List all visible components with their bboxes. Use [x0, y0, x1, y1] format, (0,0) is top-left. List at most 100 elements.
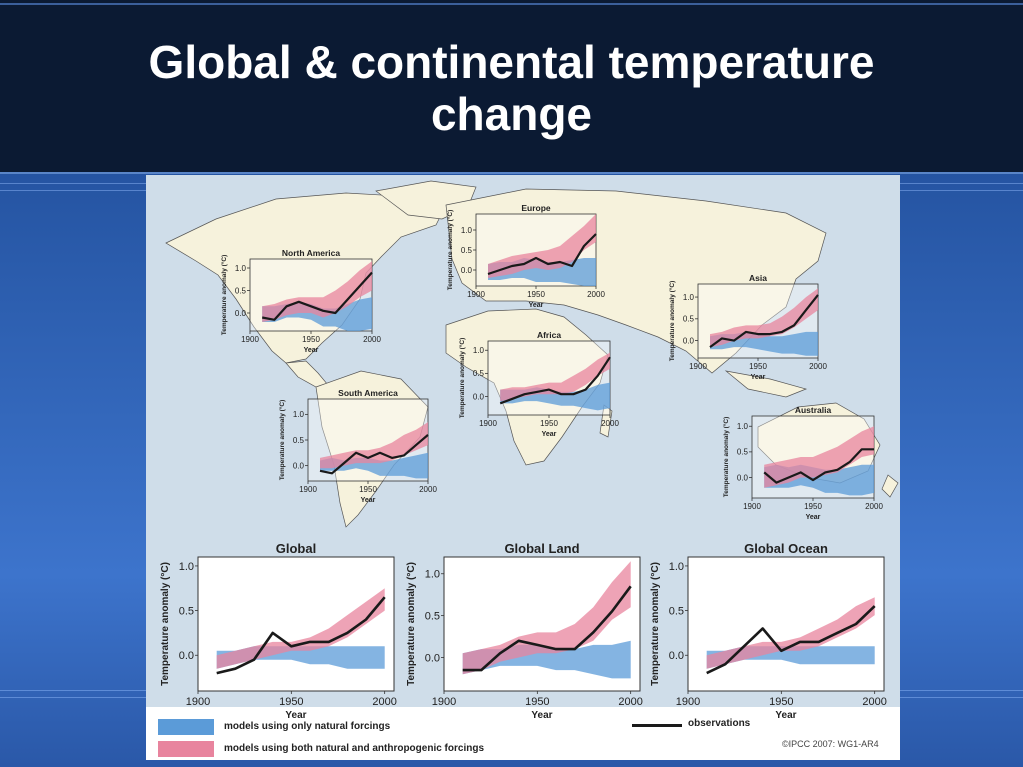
central-america-landmass	[285, 360, 329, 388]
eurasia-landmass	[445, 188, 827, 374]
africa-yaxis-label: Temperature anomaly (°C)	[458, 338, 466, 419]
europe-ytick-label: 0.5	[461, 246, 473, 255]
global-land-observations-line	[462, 585, 632, 672]
europe-xtick-label: 2000	[587, 290, 605, 299]
anthropogenic-forcing-swatch	[158, 741, 214, 757]
north-america-xtick-label: 2000	[363, 335, 381, 344]
south-america-natural-forcing-band	[320, 452, 428, 479]
asia-xaxis-label: Year	[751, 374, 766, 381]
world-map-svg	[165, 180, 899, 528]
title-bar-line	[0, 3, 1023, 5]
southeast-asia-islands	[724, 370, 808, 398]
south-america-ytick-label: 0.0	[293, 461, 305, 470]
europe-anthropogenic-forcing-band	[488, 214, 596, 278]
south-america-chart-title: South America	[338, 388, 398, 398]
north-america-ytick-label: 0.5	[235, 286, 247, 295]
australia-chart-title: Australia	[795, 405, 832, 415]
new-zealand-landmass	[881, 474, 899, 498]
global-land-ytick-label: 0.5	[425, 610, 440, 622]
australia-xaxis-label: Year	[806, 514, 821, 521]
anthropogenic-forcing-label: models using both natural and anthropoge…	[224, 743, 485, 754]
africa-chart-title: Africa	[537, 330, 561, 340]
global-land-ytick-label: 1.0	[425, 569, 440, 581]
asia-observations-line	[709, 294, 819, 348]
global-observations-line	[216, 596, 386, 675]
global-ocean-ytick-label: 0.5	[669, 605, 684, 617]
global-chart: 0.0 0.5 1.0 1900 1950 2000 Year Temperature ano…	[160, 541, 397, 721]
europe-ytick-label: 0.0	[461, 266, 473, 275]
australia-ytick-label: 1.0	[737, 422, 749, 431]
global-land-xtick-label: 1900	[432, 696, 456, 708]
australia-observations-line	[763, 448, 874, 484]
europe-xtick-label: 1900	[467, 290, 485, 299]
global-ocean-ytick-label: 1.0	[669, 561, 684, 573]
africa-ytick-label: 0.5	[473, 369, 485, 378]
africa-xaxis-label: Year	[542, 431, 557, 438]
europe-chart-title: Europe	[521, 203, 551, 213]
global-ocean-yaxis-label: Temperature anomaly (°C)	[650, 562, 661, 686]
asia-ytick-label: 1.0	[683, 293, 695, 302]
asia-xtick-label: 1950	[749, 362, 767, 371]
global-land-ytick-label: 0.0	[425, 652, 440, 664]
asia-ytick-label: 0.5	[683, 315, 695, 324]
asia-xtick-label: 2000	[809, 362, 827, 371]
global-anthropogenic-forcing-band	[216, 588, 385, 669]
australia-ytick-label: 0.0	[737, 473, 749, 482]
global-land-chart-title: Global Land	[504, 541, 579, 556]
south-america-ytick-label: 0.5	[293, 436, 305, 445]
legend: models using only natural forcings model…	[146, 712, 900, 760]
north-america-ytick-label: 0.0	[235, 309, 247, 318]
asia-chart-title: Asia	[749, 273, 767, 283]
asia-xtick-label: 1900	[689, 362, 707, 371]
south-america-yaxis-label: Temperature anomaly (°C)	[278, 400, 286, 481]
copyright-credit: ©IPCC 2007: WG1-AR4	[782, 739, 879, 749]
north-america-xtick-label: 1900	[241, 335, 259, 344]
south-america-xtick-label: 1950	[359, 485, 377, 494]
north-america-chart: 0.0 0.5 1.0 1900 1950 2000 Year Temperature ano…	[220, 248, 381, 354]
africa-xtick-label: 1950	[540, 419, 558, 428]
madagascar-landmass	[599, 404, 613, 438]
global-ocean-chart: 0.0 0.5 1.0 1900 1950 2000 Year Temperature ano…	[650, 541, 887, 721]
ipcc-figure: models using only natural forcings model…	[146, 175, 900, 760]
europe-observations-line	[487, 233, 597, 276]
global-chart-title: Global	[276, 541, 316, 556]
europe-xaxis-label: Year	[529, 302, 544, 309]
south-america-xtick-label: 2000	[419, 485, 437, 494]
page-title: Global & continental temperature change	[148, 36, 875, 140]
global-land-yaxis-label: Temperature anomaly (°C)	[406, 562, 417, 686]
global-ytick-label: 0.5	[179, 605, 194, 617]
europe-ytick-label: 1.0	[461, 226, 473, 235]
global-ocean-xtick-label: 1900	[676, 696, 700, 708]
australia-ytick-label: 0.5	[737, 448, 749, 457]
global-land-anthropogenic-forcing-band	[462, 561, 631, 675]
north-america-anthropogenic-forcing-band	[262, 261, 372, 322]
africa-xtick-label: 1900	[479, 419, 497, 428]
north-america-chart-title: North America	[282, 248, 341, 258]
asia-yaxis-label: Temperature anomaly (°C)	[668, 281, 676, 362]
africa-ytick-label: 0.0	[473, 392, 485, 401]
global-land-xaxis-label: Year	[531, 710, 552, 721]
natural-forcing-swatch	[158, 719, 214, 735]
global-ocean-anthropogenic-forcing-band	[706, 597, 875, 669]
africa-anthropogenic-forcing-band	[500, 352, 610, 402]
europe-yaxis-label: Temperature anomaly (°C)	[446, 210, 454, 291]
global-ocean-xaxis-label: Year	[775, 710, 796, 721]
africa-observations-line	[499, 356, 611, 405]
title-bar: Global & continental temperature change	[0, 0, 1023, 174]
south-america-anthropogenic-forcing-band	[320, 422, 428, 469]
observations-line-swatch	[632, 724, 682, 727]
australia-xtick-label: 1900	[743, 502, 761, 511]
global-land-xtick-label: 2000	[618, 696, 642, 708]
global-xtick-label: 2000	[372, 696, 396, 708]
australia-yaxis-label: Temperature anomaly (°C)	[722, 417, 730, 498]
global-ocean-chart-title: Global Ocean	[744, 541, 828, 556]
north-america-observations-line	[261, 271, 373, 321]
asia-ytick-label: 0.0	[683, 336, 695, 345]
north-america-ytick-label: 1.0	[235, 264, 247, 273]
australia-xtick-label: 1950	[804, 502, 822, 511]
south-america-ytick-label: 1.0	[293, 410, 305, 419]
global-ocean-ytick-label: 0.0	[669, 650, 684, 662]
north-america-yaxis-label: Temperature anomaly (°C)	[220, 255, 228, 336]
global-ytick-label: 1.0	[179, 561, 194, 573]
africa-ytick-label: 1.0	[473, 346, 485, 355]
